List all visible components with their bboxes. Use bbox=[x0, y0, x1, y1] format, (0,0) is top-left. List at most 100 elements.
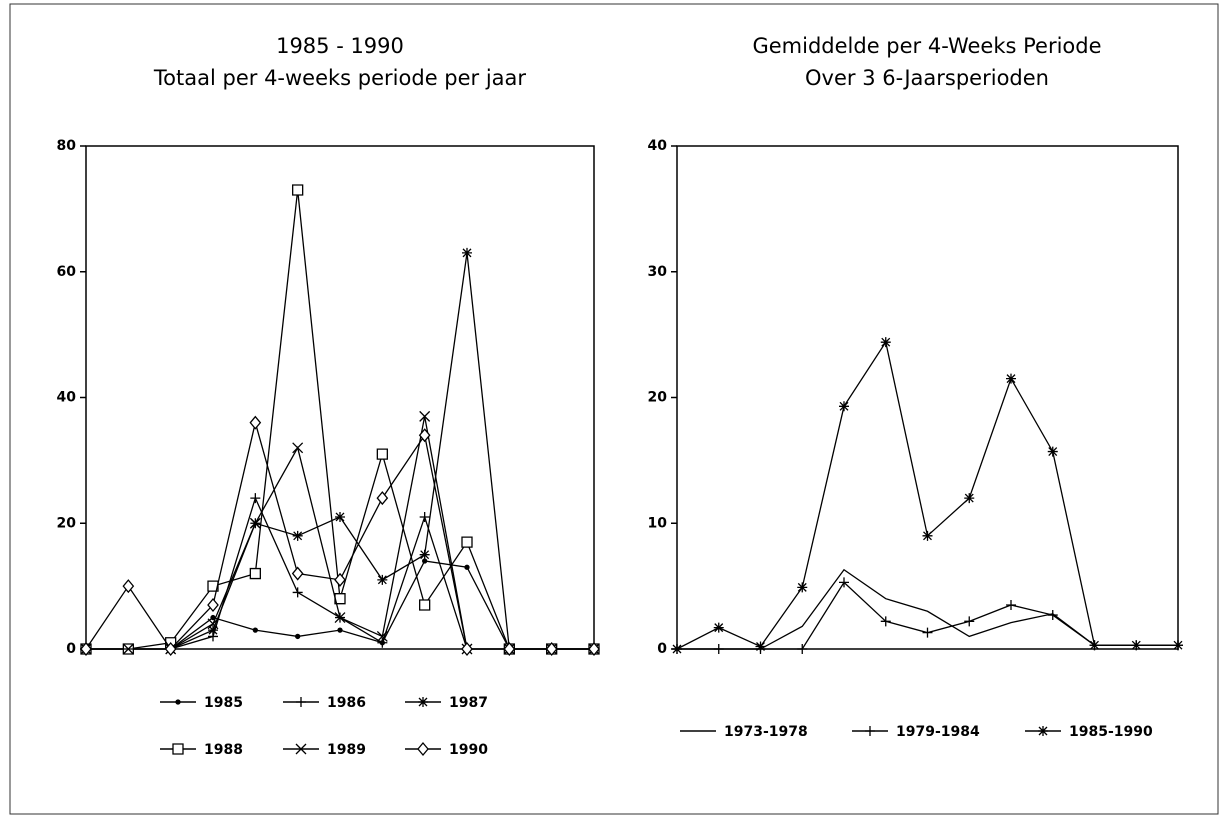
marker bbox=[207, 618, 219, 630]
marker bbox=[1173, 640, 1183, 651]
marker bbox=[922, 627, 933, 638]
marker bbox=[419, 599, 431, 611]
marker bbox=[295, 743, 307, 755]
legend-label: 1985-1990 bbox=[1069, 724, 1153, 740]
marker bbox=[249, 517, 261, 529]
marker bbox=[337, 627, 343, 633]
marker bbox=[335, 511, 345, 522]
marker bbox=[295, 633, 301, 640]
marker bbox=[377, 637, 388, 648]
marker bbox=[296, 697, 306, 707]
marker bbox=[464, 564, 470, 570]
marker bbox=[419, 511, 430, 522]
y-tick-label: 40 bbox=[648, 138, 668, 154]
marker bbox=[418, 428, 431, 443]
marker bbox=[207, 580, 219, 592]
marker bbox=[880, 337, 891, 348]
marker bbox=[208, 625, 218, 636]
page-frame bbox=[9, 3, 1219, 815]
marker bbox=[713, 644, 724, 654]
marker bbox=[250, 493, 261, 504]
marker bbox=[334, 593, 346, 605]
marker bbox=[839, 401, 849, 412]
y-tick-label: 0 bbox=[657, 641, 667, 657]
marker bbox=[865, 726, 875, 736]
chart-title: Gemiddelde per 4-Weeks Periode bbox=[752, 34, 1101, 58]
marker bbox=[164, 641, 177, 657]
marker bbox=[797, 582, 808, 593]
series-line bbox=[86, 252, 594, 650]
marker bbox=[964, 616, 975, 627]
marker bbox=[172, 743, 184, 755]
marker bbox=[207, 597, 219, 613]
legend-label: 1986 bbox=[327, 695, 366, 711]
y-tick-label: 20 bbox=[57, 515, 77, 531]
marker bbox=[292, 184, 304, 196]
chart-subtitle: Totaal per 4-weeks periode per jaar bbox=[153, 66, 527, 90]
marker bbox=[922, 530, 933, 541]
marker bbox=[1006, 599, 1016, 610]
marker bbox=[672, 644, 682, 654]
marker bbox=[292, 530, 303, 541]
marker bbox=[461, 641, 473, 657]
marker bbox=[249, 415, 262, 430]
y-tick-label: 20 bbox=[648, 390, 668, 406]
marker bbox=[1089, 640, 1100, 651]
y-tick-label: 10 bbox=[648, 515, 668, 531]
chart-title: 1985 - 1990 bbox=[276, 34, 404, 58]
y-tick-label: 0 bbox=[66, 641, 76, 657]
marker bbox=[797, 644, 808, 654]
marker bbox=[755, 641, 766, 652]
marker bbox=[462, 247, 472, 258]
marker bbox=[545, 641, 558, 657]
legend-label: 1989 bbox=[327, 742, 366, 758]
marker bbox=[376, 630, 388, 642]
marker bbox=[292, 587, 303, 598]
marker bbox=[80, 641, 92, 657]
marker bbox=[588, 641, 600, 657]
legend-label: 1988 bbox=[204, 742, 243, 758]
legend-label: 1987 bbox=[449, 695, 488, 711]
marker bbox=[1047, 446, 1058, 457]
marker bbox=[334, 572, 346, 587]
legend-label: 1985 bbox=[204, 695, 243, 711]
marker bbox=[1047, 610, 1058, 621]
marker bbox=[376, 448, 388, 460]
marker bbox=[1038, 726, 1048, 736]
marker bbox=[1131, 640, 1142, 651]
legend-label: 1990 bbox=[449, 742, 488, 758]
y-tick-label: 40 bbox=[57, 390, 77, 406]
marker bbox=[122, 643, 134, 655]
marker bbox=[175, 699, 181, 705]
marker bbox=[249, 567, 261, 580]
y-tick-label: 60 bbox=[57, 264, 77, 280]
y-tick-label: 30 bbox=[648, 264, 668, 280]
marker bbox=[880, 616, 891, 627]
legend-label: 1979-1984 bbox=[896, 724, 980, 740]
plot-frame bbox=[676, 145, 1179, 650]
marker bbox=[292, 442, 304, 454]
marker bbox=[1006, 373, 1016, 384]
series-line bbox=[676, 340, 1178, 650]
marker bbox=[422, 558, 428, 564]
marker bbox=[503, 641, 516, 657]
series-line bbox=[677, 581, 1178, 650]
marker bbox=[376, 491, 389, 506]
y-tick-label: 80 bbox=[57, 138, 77, 154]
marker bbox=[417, 741, 429, 757]
legend-label: 1973-1978 bbox=[724, 724, 808, 740]
chart-subtitle: Over 3 6-Jaarsperioden bbox=[805, 66, 1049, 90]
marker bbox=[291, 566, 304, 581]
marker bbox=[964, 493, 975, 504]
marker bbox=[839, 577, 849, 588]
marker bbox=[461, 536, 473, 548]
marker bbox=[418, 697, 428, 707]
marker bbox=[377, 574, 388, 585]
marker bbox=[334, 612, 346, 624]
marker bbox=[419, 410, 431, 422]
marker bbox=[419, 549, 430, 560]
marker bbox=[122, 579, 135, 594]
marker bbox=[252, 627, 258, 633]
marker bbox=[713, 622, 724, 633]
